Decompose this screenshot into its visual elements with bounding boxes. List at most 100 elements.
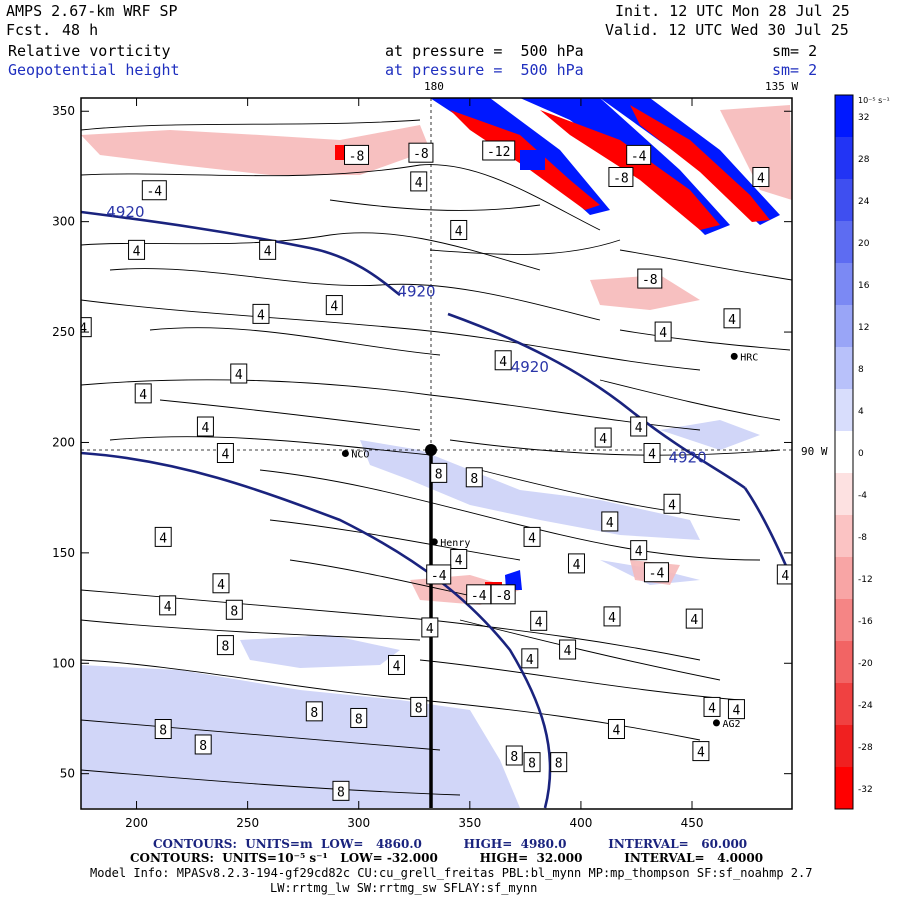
vorticity-contour-label: 4 <box>776 564 792 585</box>
colorbar-swatch <box>835 95 853 138</box>
svg-text:4: 4 <box>564 644 572 659</box>
colorbar-swatch <box>835 221 853 264</box>
svg-text:4: 4 <box>222 448 230 463</box>
lon-label-90w: 90 W <box>801 445 828 458</box>
vorticity-contour-label: 8 <box>523 752 541 773</box>
vorticity-contour-label: 4 <box>134 383 152 404</box>
vorticity-contour-label: -8 <box>490 584 516 605</box>
colorbar-unit: 10⁻⁵ s⁻¹ <box>858 96 890 105</box>
svg-text:-8: -8 <box>613 171 629 186</box>
colorbar-swatch <box>835 557 853 600</box>
vorticity-contours <box>81 119 792 796</box>
x-tick-label: 350 <box>458 816 481 830</box>
field1-pressure: at pressure = 500 hPa <box>385 42 584 60</box>
colorbar-swatch <box>835 599 853 642</box>
height-contour-label: 4920 <box>668 448 706 466</box>
station-marker: NCO <box>341 450 369 461</box>
y-tick-label: 100 <box>52 656 75 670</box>
svg-text:4: 4 <box>648 448 656 463</box>
colorbar-label: -12 <box>858 575 873 585</box>
svg-text:-8: -8 <box>642 273 658 288</box>
svg-text:4: 4 <box>573 558 581 573</box>
svg-text:4: 4 <box>257 308 265 323</box>
vorticity-contour-label: 4 <box>196 416 214 437</box>
x-axis-ticks: 200 250 300 350 400 450 <box>125 98 703 830</box>
svg-text:8: 8 <box>528 757 536 772</box>
vorticity-contour-label: 4 <box>603 606 621 627</box>
svg-text:4: 4 <box>599 432 607 447</box>
svg-text:-4: -4 <box>471 589 487 604</box>
colorbar-label: 20 <box>858 239 870 249</box>
svg-text:4: 4 <box>202 421 210 436</box>
svg-text:4: 4 <box>139 388 147 403</box>
y-tick-label: 50 <box>60 767 75 781</box>
vorticity-contour-label: -8 <box>608 166 634 187</box>
lon-label-180: 180 <box>424 80 444 93</box>
svg-text:-8: -8 <box>495 589 511 604</box>
vorticity-contour-label: -12 <box>482 140 516 161</box>
svg-text:4: 4 <box>159 531 167 546</box>
colorbar-swatch <box>835 725 853 768</box>
station-marker: HRC <box>730 352 758 363</box>
station-label: Henry <box>440 538 470 549</box>
svg-text:8: 8 <box>355 712 363 727</box>
model-info: Model Info: MPASv8.2.3-194-gf29cd82c CU:… <box>90 866 813 880</box>
vorticity-contour-label: 4 <box>643 443 661 463</box>
vorticity-contour-label: 4 <box>450 219 468 240</box>
svg-text:4: 4 <box>526 653 534 668</box>
vorticity-contour-label: 4 <box>703 696 721 717</box>
vorticity-contour-label: 8 <box>465 467 483 488</box>
vorticity-contour-label: 4 <box>727 699 745 720</box>
colorbar-label: 12 <box>858 323 869 333</box>
vorticity-contour-label: 8 <box>332 780 350 801</box>
colorbar: 32 28 24 20 16 12 8 4 0 -4 -8 -12 -16 -20 -24 -28 -32 <box>834 94 873 810</box>
y-axis-ticks: 350 300 250 200 150 100 50 <box>52 104 792 781</box>
svg-text:4: 4 <box>635 421 643 436</box>
vorticity-contour-label: -4 <box>643 562 669 583</box>
x-tick-label: 250 <box>236 816 259 830</box>
colorbar-label: -32 <box>858 785 873 795</box>
svg-text:8: 8 <box>415 701 423 716</box>
colorbar-swatch <box>835 263 853 306</box>
y-tick-label: 200 <box>52 435 75 449</box>
vorticity-contour-label: 4 <box>752 166 770 187</box>
svg-text:-4: -4 <box>631 149 647 164</box>
field2-name: Geopotential height <box>8 61 180 79</box>
vorticity-contour-label: -8 <box>408 142 434 163</box>
svg-text:4: 4 <box>133 244 141 259</box>
colorbar-swatch <box>835 389 853 432</box>
height-label-layer: 4920 4920 4920 4920 <box>106 203 706 466</box>
svg-text:8: 8 <box>159 724 167 739</box>
station-label: NCO <box>351 450 369 461</box>
svg-text:8: 8 <box>199 739 207 754</box>
svg-text:4: 4 <box>708 701 716 716</box>
svg-text:8: 8 <box>510 750 518 765</box>
svg-text:4: 4 <box>668 498 676 513</box>
x-tick-label: 300 <box>347 816 370 830</box>
svg-text:4: 4 <box>635 545 643 560</box>
field1-smoothing: sm= 2 <box>772 42 818 60</box>
vorticity-contour-label: 4 <box>259 239 277 260</box>
model-physics: LW:rrtmg_lw SW:rrtmg_sw SFLAY:sf_mynn <box>270 881 538 895</box>
x-tick-label: 200 <box>125 816 148 830</box>
station-marker: Henry <box>430 538 470 549</box>
y-tick-label: 300 <box>52 215 75 229</box>
svg-text:4: 4 <box>455 224 463 239</box>
station-label: HRC <box>740 352 758 363</box>
colorbar-swatch <box>835 137 853 180</box>
svg-text:4: 4 <box>426 622 434 637</box>
colorbar-label: -28 <box>858 743 873 753</box>
model-title: AMPS 2.67-km WRF SP <box>6 2 178 20</box>
colorbar-swatch <box>835 515 853 558</box>
vorticity-contour-label: 8 <box>350 707 368 728</box>
field1-name: Relative vorticity <box>8 42 171 60</box>
svg-text:4: 4 <box>535 615 543 630</box>
vorticity-contour-label: 4 <box>692 741 710 762</box>
svg-text:8: 8 <box>470 472 478 487</box>
vorticity-contour-label: 4 <box>421 617 439 638</box>
vorticity-contour-label: 4 <box>654 321 672 342</box>
field2-smoothing: sm= 2 <box>772 61 818 79</box>
svg-text:4: 4 <box>455 553 463 568</box>
colorbar-label: -24 <box>858 701 873 711</box>
